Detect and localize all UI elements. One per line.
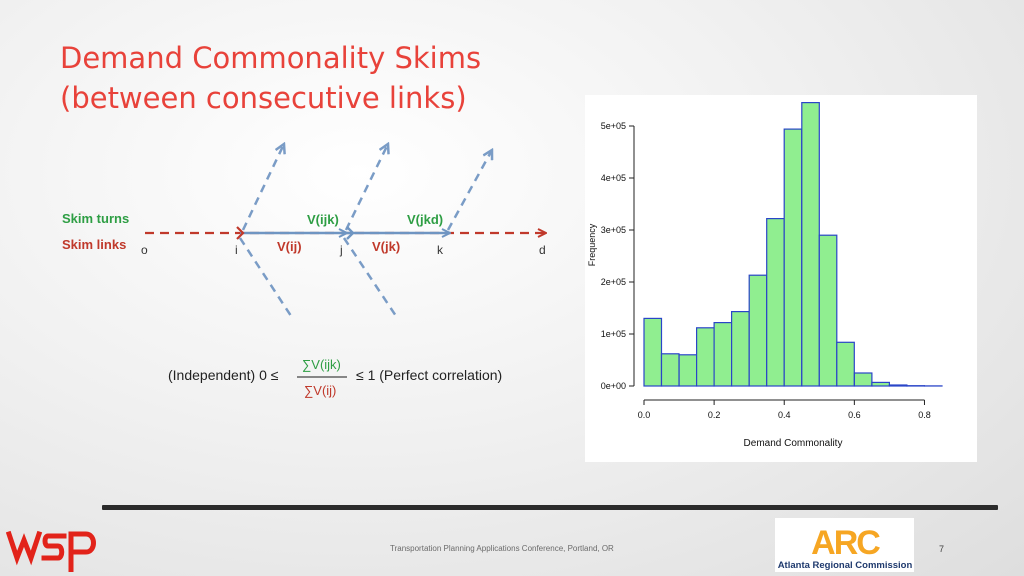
turn-arrow-j xyxy=(344,144,388,231)
formula-denominator: ∑V(ij) xyxy=(304,383,336,398)
commonality-formula: (Independent) 0 ≤ ∑V(ijk) ∑V(ij) ≤ 1 (Pe… xyxy=(168,357,502,398)
histogram-bar xyxy=(731,311,750,387)
histogram-bar xyxy=(853,372,873,387)
node-j-chevron xyxy=(346,226,355,240)
turn-label-jkd: V(jkd) xyxy=(407,212,443,227)
page-number: 7 xyxy=(939,544,945,554)
x-tick-label: 0.6 xyxy=(848,410,861,420)
node-k: k xyxy=(437,243,444,257)
x-axis-label: Demand Commonality xyxy=(744,438,843,449)
node-i: i xyxy=(235,243,238,257)
node-o: o xyxy=(141,243,148,257)
arc-logo: ARC Atlanta Regional Commission xyxy=(775,518,914,572)
legend-skim-links: Skim links xyxy=(62,237,126,252)
incoming-line-i xyxy=(238,237,295,320)
wsp-logo: wsp xyxy=(6,520,96,572)
node-d: d xyxy=(539,243,546,257)
turn-arrow-k xyxy=(446,150,492,231)
demand-commonality-histogram: 0e+00 1e+05 2e+05 3e+05 4e+05 5e+05 0.0 0.2 0.4 0… xyxy=(587,101,943,449)
turn-arrow-i xyxy=(241,144,284,231)
histogram-bar xyxy=(678,354,698,387)
node-i-chevron xyxy=(236,226,245,240)
title-line-2: (between consecutive links) xyxy=(60,81,467,115)
histogram-bar xyxy=(888,384,908,387)
histogram-panel: 0e+00 1e+05 2e+05 3e+05 4e+05 5e+05 0.0 0.2 0.4 0… xyxy=(585,95,977,462)
link-label-ij: V(ij) xyxy=(277,239,302,254)
x-tick-label: 0.2 xyxy=(708,410,721,420)
histogram-bar xyxy=(748,274,768,387)
x-tick-label: 0.8 xyxy=(918,410,931,420)
histogram-bar xyxy=(643,317,663,387)
conference-footer: Transportation Planning Applications Con… xyxy=(390,544,614,553)
y-tick-label: 1e+05 xyxy=(601,329,626,339)
arc-caption: Atlanta Regional Commission xyxy=(778,560,913,571)
y-tick-label: 5e+05 xyxy=(601,121,626,131)
wsp-logo-text: wsp xyxy=(6,520,8,521)
link-turn-diagram: Skim turns Skim links V(ijk) V(jkd) V(ij… xyxy=(62,130,560,320)
y-tick-label: 0e+00 xyxy=(601,381,626,391)
histogram-bar xyxy=(818,234,838,387)
histogram-bar xyxy=(695,327,715,387)
incoming-line-j xyxy=(342,237,400,320)
formula-right: ≤ 1 (Perfect correlation) xyxy=(356,367,502,383)
x-tick-label: 0.0 xyxy=(638,410,651,420)
y-tick-label: 4e+05 xyxy=(601,173,626,183)
slide-title: Demand Commonality Skims (between consec… xyxy=(60,38,481,118)
x-tick-label: 0.4 xyxy=(778,410,791,420)
node-j: j xyxy=(339,243,343,257)
legend-skim-turns: Skim turns xyxy=(62,211,129,226)
histogram-bar xyxy=(766,217,785,387)
formula-left: (Independent) 0 ≤ xyxy=(168,367,279,383)
histogram-bar xyxy=(660,353,680,387)
histogram-bar xyxy=(713,322,733,387)
histogram-bar xyxy=(836,341,855,387)
title-line-1: Demand Commonality Skims xyxy=(60,41,482,75)
y-tick-label: 2e+05 xyxy=(601,277,626,287)
arc-letters: ARC xyxy=(811,524,880,562)
formula-numerator: ∑V(ijk) xyxy=(302,357,341,372)
y-tick-label: 3e+05 xyxy=(601,225,626,235)
link-label-jk: V(jk) xyxy=(372,239,400,254)
histogram-bar xyxy=(801,101,820,387)
turn-label-ijk: V(ijk) xyxy=(307,212,339,227)
histogram-bar xyxy=(871,381,890,387)
y-axis-label: Frequency xyxy=(587,223,597,266)
histogram-bar xyxy=(783,128,803,387)
footer-divider xyxy=(102,505,998,510)
